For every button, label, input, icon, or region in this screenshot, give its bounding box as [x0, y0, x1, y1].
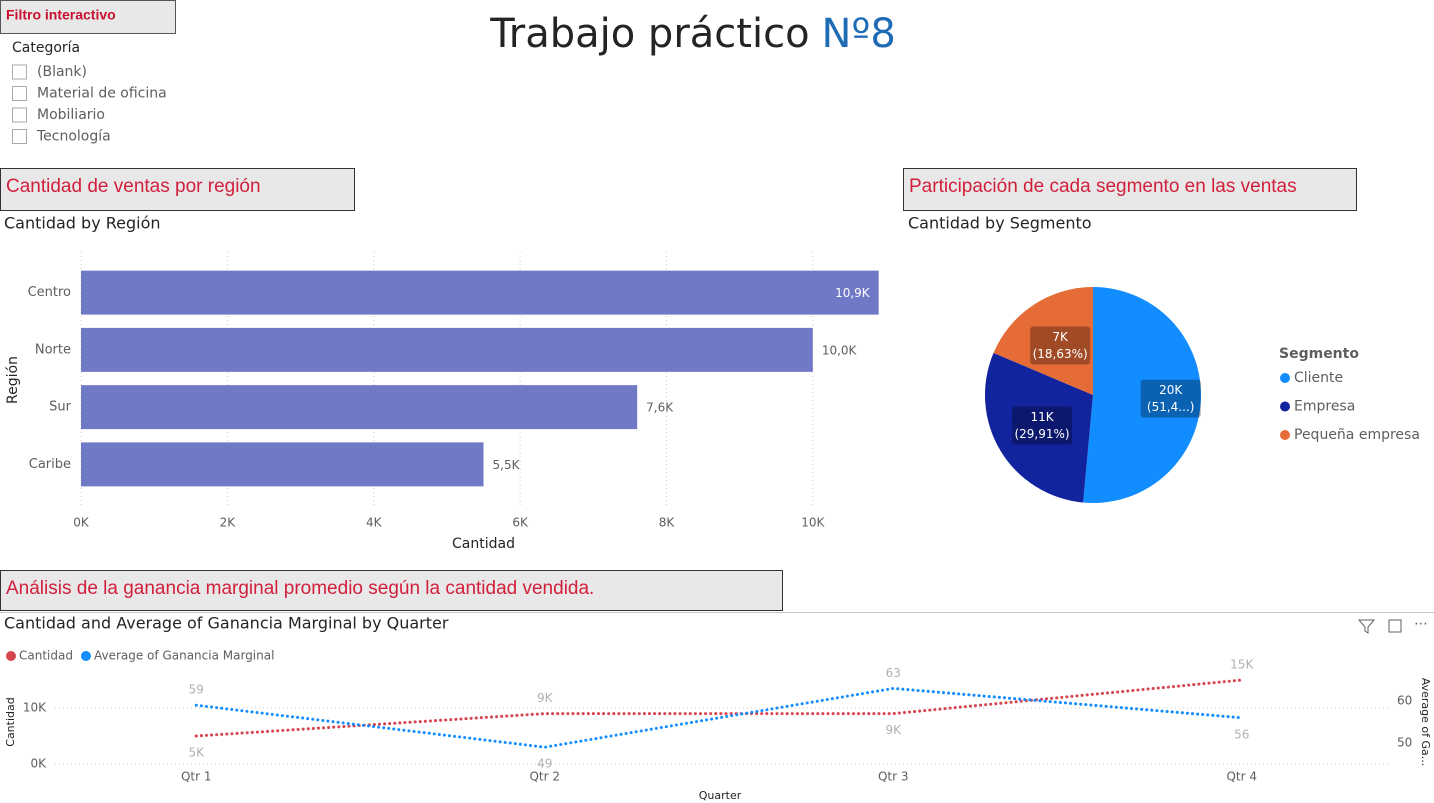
- y-tick-label: 10K: [23, 701, 47, 715]
- filter-option[interactable]: Tecnología: [36, 129, 111, 145]
- legend-marker: [1280, 373, 1290, 383]
- x-tick-label: 10K: [801, 516, 825, 530]
- filter-button[interactable]: [0, 0, 176, 34]
- chart-title: Cantidad by Segmento: [908, 214, 1092, 233]
- chart-title: Cantidad and Average of Ganancia Margina…: [4, 614, 449, 633]
- pie-slice: [985, 352, 1093, 503]
- x-tick-label: 2K: [220, 516, 237, 530]
- data-label-percent: (18,63%): [1033, 347, 1088, 361]
- bar: [81, 327, 813, 372]
- data-label-percent: (51,4...): [1147, 400, 1195, 414]
- legend-label: Cliente: [1294, 370, 1343, 386]
- y-axis-title: Región: [5, 356, 21, 404]
- section-title: Participación de cada segmento en las ve…: [909, 176, 1297, 197]
- y-tick-label: Sur: [49, 400, 71, 415]
- title-text: Trabajo práctico: [489, 11, 809, 57]
- legend-label: Cantidad: [19, 649, 73, 663]
- filter-icon[interactable]: [1357, 619, 1376, 634]
- line-series: [194, 686, 1244, 749]
- data-label: 5,5K: [493, 458, 521, 472]
- section-box: [903, 168, 1357, 211]
- data-label: 7,6K: [646, 401, 674, 415]
- legend-marker: [1280, 401, 1290, 412]
- data-label: 10,9K: [835, 286, 871, 300]
- data-label: 10,0K: [822, 343, 858, 357]
- filter-button-label[interactable]: Filtro interactivo: [6, 7, 116, 23]
- x-axis-title: Quarter: [699, 789, 742, 802]
- pie-slice: [1083, 287, 1202, 504]
- data-label: 9K: [885, 723, 902, 737]
- x-axis-title: Cantidad: [452, 536, 515, 552]
- y-tick-label: Norte: [35, 342, 71, 357]
- filter-option[interactable]: (Blank): [37, 64, 87, 80]
- data-label: 15K: [1230, 658, 1254, 672]
- data-label: 56: [1234, 727, 1249, 741]
- section-title: Análisis de la ganancia marginal promedi…: [6, 578, 594, 599]
- y-axis-title: Cantidad: [4, 697, 17, 746]
- legend-marker: [6, 651, 16, 661]
- focus-icon[interactable]: [1388, 619, 1402, 633]
- legend-label: Pequeña empresa: [1294, 427, 1420, 443]
- bar: [81, 385, 638, 430]
- x-tick-label: Qtr 2: [529, 770, 560, 784]
- legend-marker: [80, 651, 91, 661]
- data-label: 9K: [537, 691, 554, 705]
- x-tick-label: Qtr 3: [878, 770, 909, 784]
- y2-tick-label: 50: [1397, 736, 1412, 750]
- x-tick-label: 0K: [73, 516, 90, 530]
- legend-title: Segmento: [1279, 346, 1359, 362]
- chart-title: Cantidad by Región: [4, 214, 161, 233]
- filter-option[interactable]: Material de oficina: [37, 86, 167, 102]
- data-label-box: [1140, 379, 1201, 418]
- x-tick-label: 4K: [366, 516, 383, 530]
- x-tick-label: Qtr 1: [181, 770, 212, 784]
- data-label: 63: [886, 666, 901, 680]
- legend-label: Average of Ganancia Marginal: [94, 649, 274, 663]
- data-label-box: [1012, 406, 1073, 445]
- filter-icon-shape[interactable]: [1357, 619, 1376, 634]
- data-label: 59: [189, 683, 204, 697]
- x-tick-label: 6K: [512, 516, 529, 530]
- bar: [81, 442, 484, 487]
- checkbox[interactable]: [12, 129, 27, 144]
- section-box: [0, 570, 783, 611]
- y-tick-label: 0K: [30, 757, 47, 771]
- filter-option[interactable]: Mobiliario: [37, 107, 105, 123]
- y-tick-label: Caribe: [29, 457, 71, 472]
- checkbox[interactable]: [12, 64, 27, 80]
- data-label: 20K: [1159, 383, 1183, 397]
- x-tick-label: Qtr 4: [1226, 770, 1257, 784]
- focus-icon-shape[interactable]: [1388, 619, 1402, 633]
- section-title: Cantidad de ventas por región: [6, 176, 261, 197]
- line-series: [194, 678, 1244, 738]
- checkbox[interactable]: [12, 107, 27, 123]
- pie-slice: [993, 287, 1093, 395]
- section-box: [0, 168, 355, 211]
- bar: [81, 270, 879, 315]
- data-label: 49: [537, 757, 552, 771]
- checkbox[interactable]: [12, 86, 27, 101]
- data-label-box: [1030, 326, 1091, 365]
- data-label: 7K: [1052, 330, 1069, 344]
- title-number: Nº8: [822, 11, 896, 57]
- more-icon[interactable]: ⋯: [1414, 616, 1428, 632]
- data-label: 5K: [188, 746, 205, 760]
- y2-axis-title: Average of Ga...: [1419, 678, 1432, 767]
- x-tick-label: 8K: [659, 516, 676, 530]
- y-tick-label: Centro: [28, 285, 71, 300]
- filter-field: Categoría: [12, 40, 80, 56]
- data-label: 11K: [1030, 410, 1054, 424]
- legend-marker: [1280, 430, 1290, 440]
- y2-tick-label: 60: [1397, 694, 1412, 708]
- legend-label: Empresa: [1294, 399, 1355, 415]
- data-label-percent: (29,91%): [1014, 427, 1069, 441]
- page-title: Trabajo práctico Nº8: [489, 11, 896, 57]
- more-icon-shape[interactable]: ⋯: [1414, 616, 1428, 632]
